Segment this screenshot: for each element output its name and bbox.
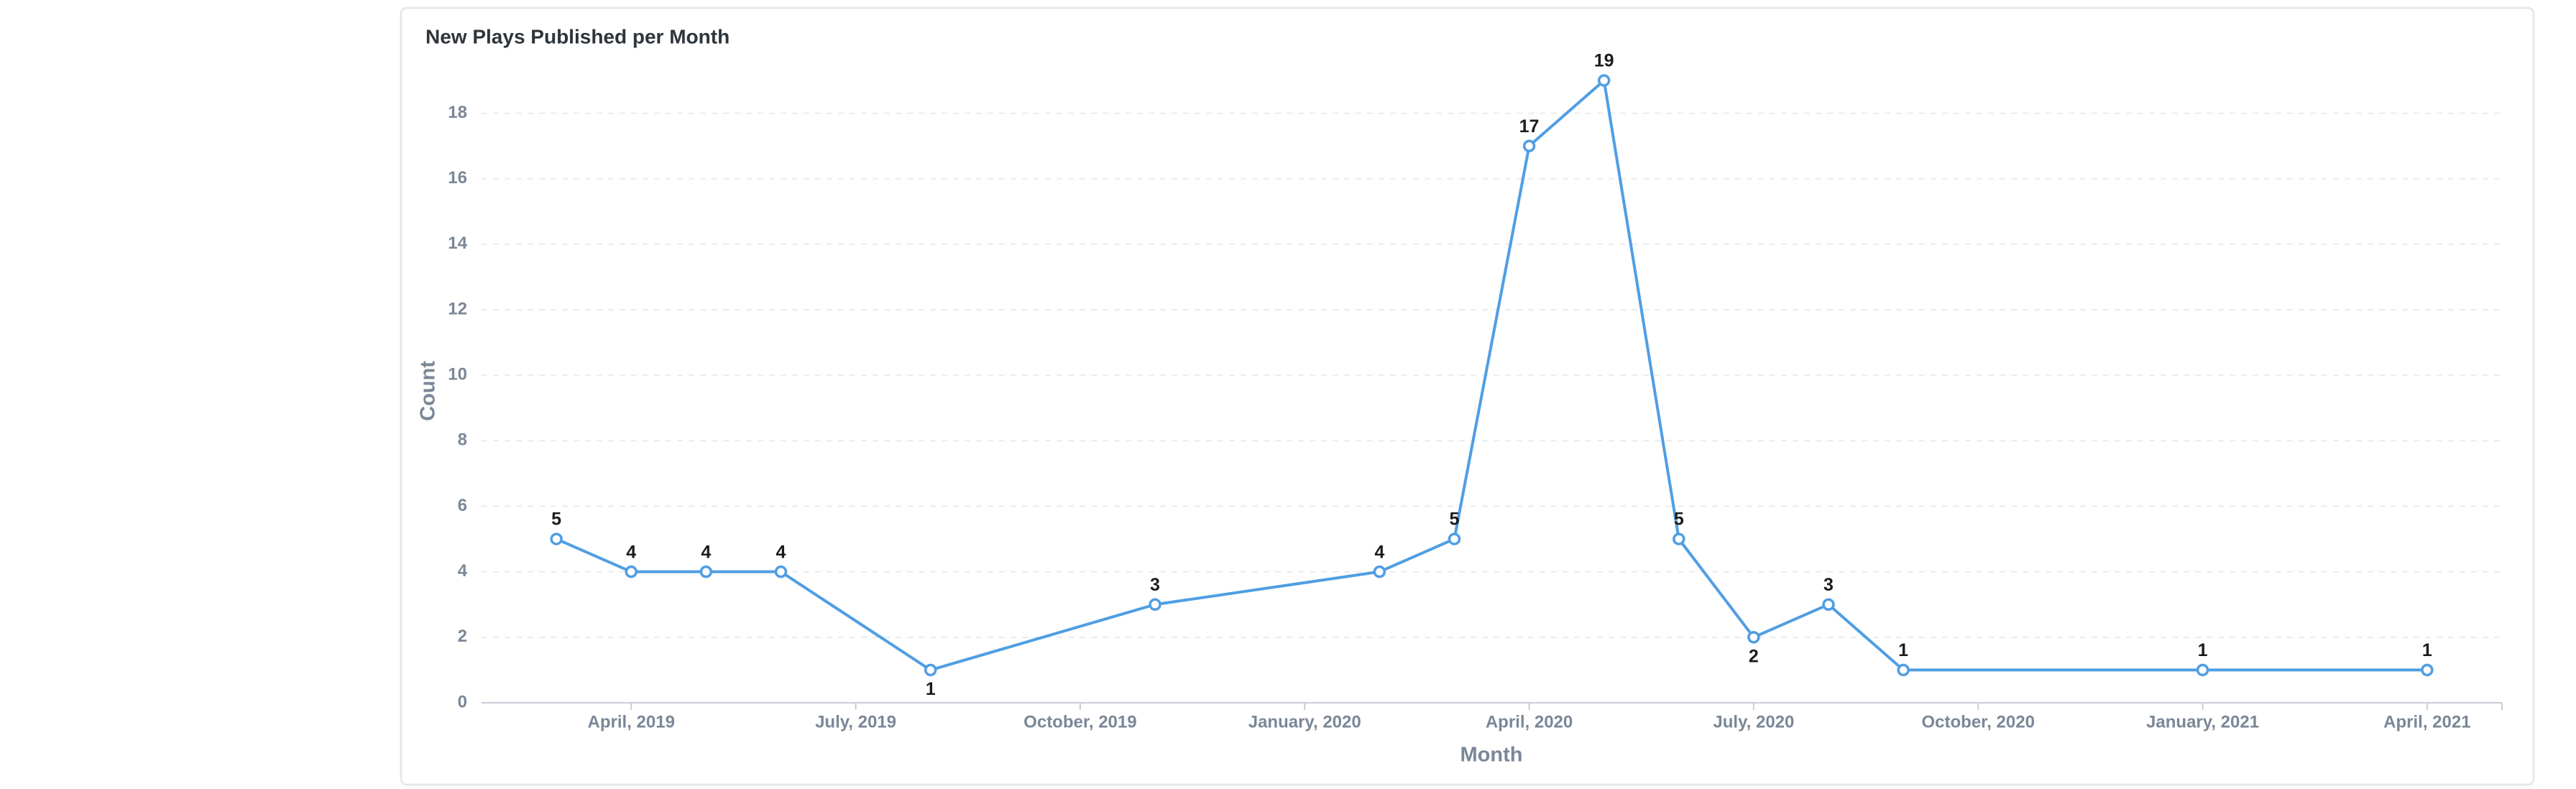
data-label: 3 <box>1150 575 1160 595</box>
x-tick-label: October, 2020 <box>1922 712 2035 732</box>
data-label: 5 <box>1449 509 1459 530</box>
data-label: 1 <box>926 679 936 699</box>
data-label: 5 <box>551 509 561 530</box>
x-tick-label: July, 2020 <box>1713 712 1794 732</box>
data-point <box>1522 139 1536 152</box>
y-tick-label: 14 <box>448 234 467 253</box>
x-axis-title: Month <box>1460 744 1523 767</box>
data-point <box>1149 598 1162 612</box>
data-label: 1 <box>2198 640 2208 660</box>
y-axis-title: Count <box>417 361 440 421</box>
y-tick-label: 12 <box>448 299 467 318</box>
data-point <box>625 565 638 578</box>
x-tick-label: April, 2019 <box>588 712 675 732</box>
data-point <box>550 532 563 545</box>
data-point <box>1822 598 1835 612</box>
data-point <box>774 565 788 578</box>
data-label: 5 <box>1674 509 1684 530</box>
data-point <box>2421 663 2434 677</box>
data-label: 1 <box>1898 640 1908 660</box>
x-tick-label: January, 2021 <box>2146 712 2259 732</box>
x-tick-label: January, 2020 <box>1248 712 1361 732</box>
data-label: 2 <box>1749 646 1759 666</box>
y-tick-label: 2 <box>458 627 467 646</box>
data-point <box>1373 565 1386 578</box>
series-line <box>556 79 2427 672</box>
data-point <box>699 565 713 578</box>
y-tick-label: 8 <box>458 430 467 450</box>
x-tick-label: October, 2019 <box>1024 712 1136 732</box>
data-point <box>2196 663 2209 677</box>
x-tick-label: April, 2021 <box>2383 712 2470 732</box>
x-tick-label: July, 2019 <box>815 712 896 732</box>
data-label: 4 <box>701 542 711 562</box>
data-label: 4 <box>776 542 786 562</box>
chart-title: New Plays Published per Month <box>426 25 730 47</box>
data-label: 4 <box>1374 542 1384 562</box>
data-label: 17 <box>1519 116 1540 137</box>
data-label: 3 <box>1823 575 1834 595</box>
data-point <box>924 663 937 677</box>
card <box>400 6 2535 786</box>
y-tick-label: 18 <box>448 103 467 122</box>
data-label: 19 <box>1594 51 1614 71</box>
y-tick-label: 4 <box>458 561 468 581</box>
data-point <box>1747 631 1760 644</box>
data-point <box>1673 532 1685 545</box>
y-tick-label: 10 <box>448 365 467 384</box>
y-tick-label: 0 <box>458 692 467 711</box>
y-tick-label: 16 <box>448 168 467 188</box>
x-tick-label: April, 2020 <box>1486 712 1573 732</box>
data-point <box>1897 663 1910 677</box>
data-point <box>1597 74 1611 87</box>
data-label: 1 <box>2422 640 2432 660</box>
data-point <box>1448 532 1461 545</box>
y-tick-label: 6 <box>458 496 467 515</box>
data-label: 4 <box>626 542 636 562</box>
